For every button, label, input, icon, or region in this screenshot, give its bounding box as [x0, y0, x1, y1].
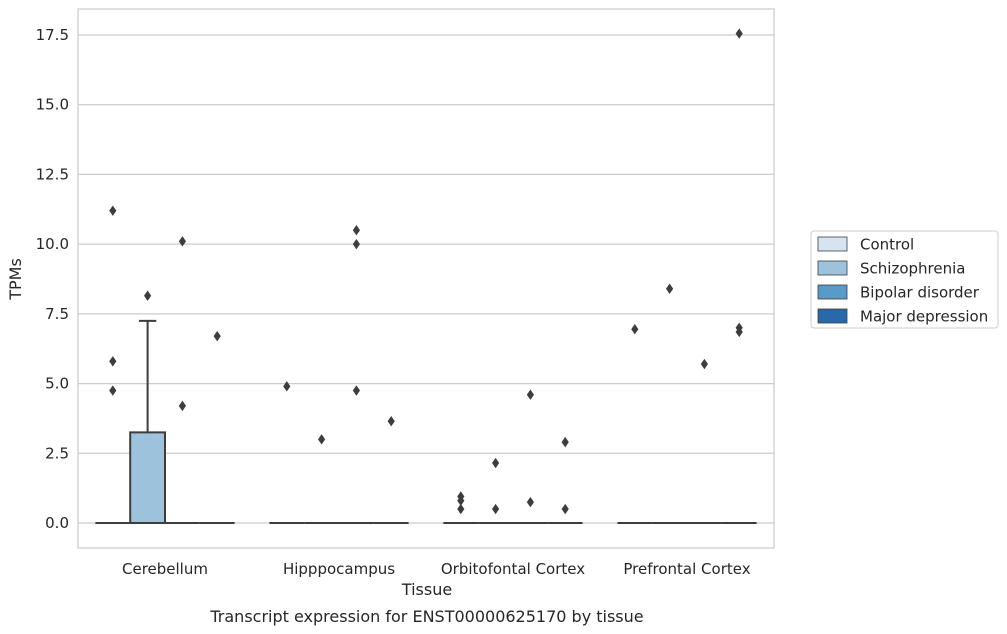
- chart-caption: Transcript expression for ENST0000062517…: [209, 607, 643, 626]
- y-axis-title: TPMs: [6, 258, 25, 301]
- outlier-point: [457, 503, 465, 515]
- outlier-point: [492, 457, 500, 469]
- outlier-point: [352, 225, 360, 236]
- legend-frame: [810, 230, 999, 329]
- x-tick-label: Prefrontal Cortex: [623, 560, 750, 578]
- legend-label: Schizophrenia: [860, 260, 965, 278]
- y-tick-label: 10.0: [36, 235, 69, 253]
- outlier-point: [526, 496, 534, 508]
- outlier-point: [666, 283, 674, 294]
- x-tick-label: Orbitofontal Cortex: [441, 560, 585, 578]
- outlier-point: [457, 495, 465, 506]
- grid-lines: [78, 34, 774, 524]
- box-body: [129, 431, 166, 524]
- legend-label: Major depression: [860, 308, 988, 326]
- outlier-point: [283, 381, 291, 392]
- outlier-point: [561, 503, 569, 515]
- outlier-point: [735, 28, 743, 39]
- y-tick-label: 15.0: [36, 96, 69, 114]
- outlier-point: [492, 503, 500, 515]
- outlier-point: [631, 323, 639, 335]
- outlier-point: [318, 434, 326, 445]
- outlier-point: [178, 236, 186, 247]
- legend-swatch: [817, 308, 848, 324]
- x-tick-label: Cerebellum: [122, 560, 208, 578]
- plot-frame: [77, 8, 775, 549]
- outlier-point: [109, 356, 117, 367]
- legend-label: Bipolar disorder: [860, 284, 980, 302]
- outlier-point: [109, 205, 117, 216]
- outlier-point: [735, 326, 743, 338]
- y-tick-label: 2.5: [45, 444, 69, 462]
- outlier-point: [700, 358, 708, 370]
- outliers: [109, 28, 743, 515]
- x-tick-label: Hipppocampus: [283, 560, 395, 578]
- outlier-point: [561, 436, 569, 448]
- boxes: [95, 319, 757, 524]
- outlier-point: [213, 330, 221, 342]
- outlier-point: [109, 385, 117, 396]
- legend-label: Control: [860, 236, 914, 254]
- legend-swatch: [817, 260, 848, 276]
- x-axis-title: Tissue: [401, 580, 452, 599]
- outlier-point: [387, 416, 395, 427]
- legend: Control Schizophrenia Bipolar disorder Majo…: [810, 230, 999, 329]
- y-tick-labels: 0.0 2.5 5.0 7.5 10.0 12.5 15.0 17.5: [36, 26, 69, 532]
- outlier-point: [352, 385, 360, 396]
- outlier-point: [352, 238, 360, 250]
- outlier-point: [178, 400, 186, 412]
- legend-swatch: [817, 236, 848, 252]
- y-tick-label: 12.5: [36, 165, 69, 183]
- y-tick-label: 0.0: [45, 514, 69, 532]
- y-tick-label: 17.5: [36, 26, 69, 44]
- box-schizophrenia: [129, 319, 166, 524]
- x-tick-labels: Cerebellum Hipppocampus Orbitofontal Corte…: [122, 560, 751, 578]
- outlier-point: [144, 290, 152, 301]
- y-tick-label: 7.5: [45, 305, 69, 323]
- y-tick-label: 5.0: [45, 375, 69, 393]
- outlier-point: [526, 389, 534, 400]
- legend-swatch: [817, 284, 848, 300]
